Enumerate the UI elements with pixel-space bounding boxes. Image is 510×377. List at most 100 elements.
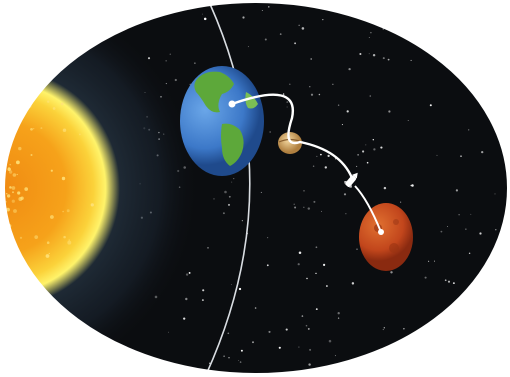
- sun-granule: [48, 252, 50, 255]
- star: [466, 16, 469, 19]
- star: [233, 178, 235, 180]
- star: [309, 86, 311, 88]
- star: [313, 200, 316, 203]
- star: [440, 230, 443, 233]
- sun-granule: [46, 100, 50, 103]
- star: [383, 327, 385, 329]
- star: [267, 237, 269, 239]
- star: [434, 260, 435, 262]
- star: [337, 317, 340, 319]
- sun-granule: [34, 235, 39, 239]
- star: [431, 50, 434, 53]
- orbit-line-icon: [204, 3, 251, 374]
- sun-granule: [11, 199, 15, 203]
- star: [289, 83, 291, 85]
- sun-granule: [17, 89, 20, 92]
- star: [294, 42, 297, 45]
- star: [238, 287, 242, 291]
- star: [410, 59, 412, 61]
- star: [368, 53, 370, 55]
- star: [269, 131, 271, 133]
- star: [481, 323, 484, 326]
- star: [467, 356, 469, 359]
- star: [306, 277, 308, 280]
- star: [316, 155, 318, 157]
- sun-granule: [24, 187, 29, 191]
- sun-granule: [11, 263, 15, 267]
- star: [294, 206, 297, 209]
- star: [453, 11, 455, 13]
- sun-granule: [12, 191, 14, 194]
- sun-granule: [13, 209, 17, 213]
- star: [252, 341, 254, 344]
- star: [345, 213, 347, 215]
- star: [227, 203, 231, 206]
- star: [400, 4, 402, 7]
- star: [494, 193, 496, 195]
- sun-granule: [90, 203, 94, 207]
- star: [491, 0, 492, 1]
- star: [213, 198, 215, 200]
- sun-granule: [9, 241, 11, 243]
- star: [491, 284, 493, 286]
- sun-granule: [18, 146, 22, 151]
- star: [298, 346, 300, 348]
- star: [372, 139, 374, 141]
- star: [340, 372, 343, 374]
- star: [411, 350, 412, 352]
- sun-granule: [7, 167, 11, 171]
- star: [207, 247, 209, 249]
- star: [334, 158, 336, 160]
- star: [305, 324, 308, 327]
- star: [298, 251, 302, 255]
- star: [320, 153, 322, 156]
- star: [453, 333, 456, 337]
- star: [322, 263, 326, 267]
- star: [231, 181, 233, 183]
- star: [501, 2, 503, 3]
- star: [203, 17, 207, 21]
- star: [365, 144, 367, 146]
- sun-granule: [0, 186, 3, 189]
- star: [370, 31, 372, 34]
- sun-granule: [32, 127, 35, 130]
- star: [286, 101, 289, 104]
- sun-granule: [60, 102, 64, 106]
- star: [188, 3, 191, 6]
- star: [357, 154, 359, 156]
- star: [460, 155, 462, 157]
- star: [403, 328, 405, 330]
- star: [308, 363, 311, 366]
- star: [479, 232, 482, 235]
- star: [382, 57, 385, 60]
- star: [380, 146, 383, 149]
- sun-granule: [15, 160, 20, 165]
- star: [498, 30, 501, 33]
- star: [368, 37, 370, 38]
- sun-granule: [0, 187, 2, 190]
- star: [264, 38, 267, 41]
- star: [268, 6, 270, 8]
- star: [309, 348, 312, 351]
- star: [424, 276, 427, 279]
- sun-granule: [62, 210, 64, 213]
- sun-granule: [6, 207, 10, 212]
- sun-granule: [30, 127, 33, 131]
- star: [468, 252, 471, 255]
- star: [447, 280, 451, 283]
- star: [247, 46, 249, 48]
- sun-granule: [52, 107, 56, 110]
- star: [470, 213, 472, 215]
- star: [202, 289, 205, 292]
- star: [500, 370, 503, 372]
- sun-granule: [9, 163, 11, 166]
- star: [495, 229, 497, 231]
- star: [337, 104, 340, 106]
- star: [200, 2, 204, 3]
- sun-granule: [18, 197, 23, 201]
- star: [356, 248, 358, 251]
- star: [307, 327, 310, 330]
- star: [341, 124, 343, 126]
- star: [468, 129, 470, 131]
